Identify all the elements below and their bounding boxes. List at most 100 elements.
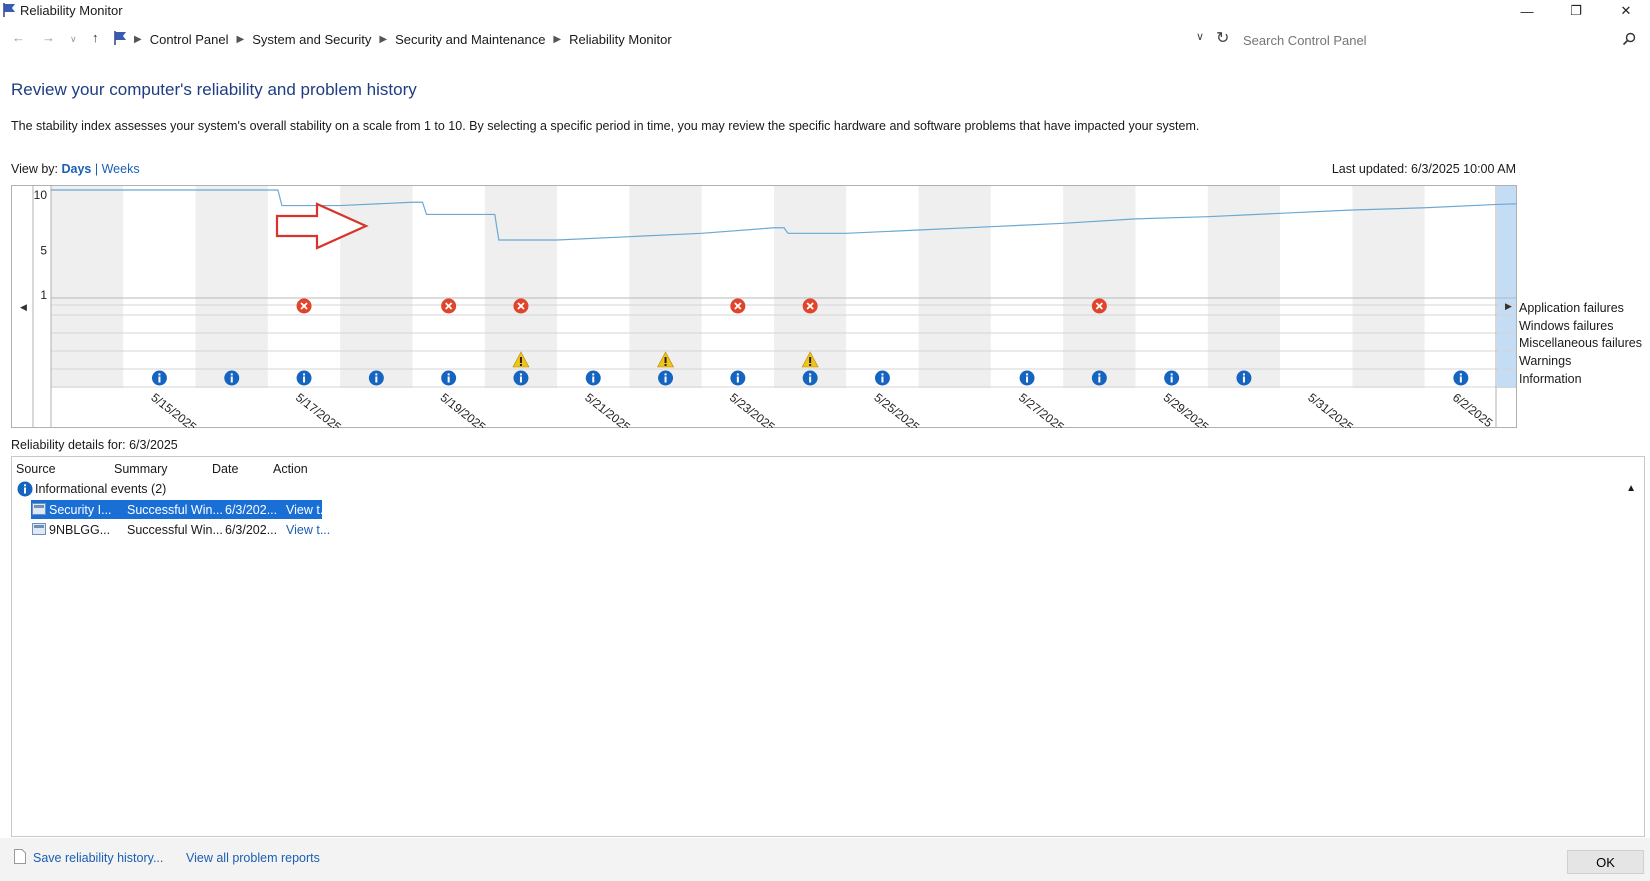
application-failure-icon	[802, 298, 818, 314]
application-failure-icon	[441, 298, 457, 314]
row-date: 6/3/202...	[225, 503, 278, 517]
view-all-problem-reports-link[interactable]: View all problem reports	[186, 851, 320, 865]
row-action-link[interactable]: View t...	[286, 523, 331, 537]
stability-index-line	[51, 189, 1517, 241]
day-column[interactable]	[412, 185, 485, 388]
breadcrumb-separator-icon: ▶	[553, 34, 562, 45]
restore-button[interactable]: ❐	[1553, 0, 1599, 22]
back-button[interactable]: ←	[12, 30, 25, 45]
forward-arrow-icon: →	[42, 30, 55, 45]
day-column[interactable]	[990, 185, 1064, 388]
table-row[interactable]: Security I... Successful Win... 6/3/202.…	[31, 500, 330, 519]
y-tick-label: 1	[40, 288, 47, 302]
day-column[interactable]	[1207, 185, 1281, 388]
breadcrumb-control-panel[interactable]: Control Panel	[149, 32, 229, 47]
close-icon: ✕	[1620, 3, 1632, 18]
close-button[interactable]: ✕	[1603, 0, 1649, 22]
breadcrumb-reliability-monitor[interactable]: Reliability Monitor	[569, 32, 672, 47]
breadcrumb-system-and-security[interactable]: System and Security	[252, 32, 372, 47]
save-reliability-history-link[interactable]: Save reliability history...	[33, 851, 164, 865]
view-by-days-link[interactable]: Days	[61, 162, 92, 176]
day-column[interactable]	[123, 185, 196, 388]
chevron-down-icon: ∨	[70, 34, 77, 44]
group-informational-events[interactable]: Informational events (2)	[17, 481, 166, 497]
address-bar: ← → ∨ ↑ ▶ Control Panel ▶ System and Sec…	[0, 26, 1650, 54]
day-column[interactable]	[1424, 185, 1497, 388]
y-tick-label: 10	[34, 188, 48, 202]
day-column[interactable]	[1063, 185, 1136, 388]
application-failure-icon	[1091, 298, 1107, 314]
reliability-chart-svg[interactable]: 10 5 1 5/15/2025 5/17/2025 5/19/2025 5/21/202…	[11, 185, 1517, 428]
breadcrumb-separator-icon: ▶	[134, 34, 142, 45]
legend-application-failures: Application failures	[1519, 301, 1624, 315]
reliability-details-table: Source Summary Date Action Informational…	[11, 456, 1645, 837]
x-tick-label: 5/15/2025	[148, 390, 199, 428]
chart-scroll-left-icon[interactable]: ◀	[20, 302, 27, 312]
forward-button[interactable]: →	[42, 30, 55, 45]
information-icon	[151, 370, 167, 386]
day-column[interactable]	[51, 185, 124, 388]
day-column[interactable]	[195, 185, 268, 388]
information-icon	[585, 370, 601, 386]
recent-locations-button[interactable]: ∨	[70, 34, 77, 45]
table-row[interactable]: 9NBLGG... Successful Win... 6/3/202... V…	[31, 520, 330, 539]
refresh-button[interactable]: ↻	[1216, 28, 1229, 48]
information-icon	[368, 370, 384, 386]
x-tick-label: 5/17/2025	[293, 390, 344, 428]
minimize-button[interactable]: —	[1504, 0, 1550, 22]
day-column[interactable]	[918, 185, 991, 388]
save-document-icon	[14, 849, 26, 869]
day-column[interactable]	[1280, 185, 1353, 388]
last-updated: Last updated: 6/3/2025 10:00 AM	[1331, 162, 1516, 176]
chart-scroll-right-icon[interactable]: ▶	[1505, 301, 1512, 311]
day-column[interactable]	[1497, 185, 1517, 388]
information-icon	[441, 370, 457, 386]
information-icon	[1019, 370, 1035, 386]
ok-button[interactable]: OK	[1567, 850, 1644, 874]
warning-icon	[801, 351, 819, 368]
page-description: The stability index assesses your system…	[11, 119, 1200, 133]
chevron-down-icon: ∨	[1196, 31, 1205, 43]
address-dropdown-button[interactable]: ∨	[1196, 30, 1204, 43]
row-summary: Successful Win...	[127, 503, 223, 517]
column-header-source[interactable]: Source	[16, 462, 56, 476]
search-icon[interactable]	[1622, 32, 1636, 51]
day-column[interactable]	[1352, 185, 1425, 388]
x-tick-label: 5/27/2025	[1016, 390, 1067, 428]
refresh-icon: ↻	[1216, 30, 1230, 47]
breadcrumb-separator-icon: ▶	[379, 34, 388, 45]
day-column[interactable]	[701, 185, 774, 388]
application-failure-icon	[513, 298, 529, 314]
warning-icon	[657, 351, 675, 368]
x-tick-label: 5/29/2025	[1161, 390, 1212, 428]
x-tick-label: 5/21/2025	[582, 390, 633, 428]
x-tick-label: 5/23/2025	[727, 390, 778, 428]
restore-icon: ❐	[1570, 3, 1582, 18]
breadcrumb-security-and-maintenance[interactable]: Security and Maintenance	[395, 32, 546, 47]
column-header-action[interactable]: Action	[273, 462, 308, 476]
column-header-date[interactable]: Date	[212, 462, 239, 476]
column-header-summary[interactable]: Summary	[114, 462, 168, 476]
row-source: Security I...	[49, 503, 112, 517]
x-tick-label: 5/25/2025	[871, 390, 922, 428]
title-bar: Reliability Monitor — ❐ ✕	[0, 0, 1650, 22]
reliability-chart[interactable]: 10 5 1 5/15/2025 5/17/2025 5/19/2025 5/21/202…	[11, 185, 1517, 428]
day-column[interactable]	[340, 185, 413, 388]
day-column[interactable]	[846, 185, 919, 388]
legend-miscellaneous-failures: Miscellaneous failures	[1519, 336, 1642, 351]
up-button[interactable]: ↑	[92, 30, 99, 45]
page-title: Review your computer's reliability and p…	[11, 80, 417, 99]
information-icon	[224, 370, 240, 386]
day-column[interactable]	[1135, 185, 1208, 388]
view-by-weeks-link[interactable]: Weeks	[101, 162, 140, 176]
search-input[interactable]	[1233, 30, 1603, 50]
day-column[interactable]	[557, 185, 630, 388]
up-arrow-icon: ↑	[92, 30, 99, 45]
information-icon	[1236, 370, 1252, 386]
chart-legend: Application failures Windows failures Mi…	[1519, 300, 1642, 389]
information-icon	[874, 370, 890, 386]
x-tick-label: 5/19/2025	[438, 390, 489, 428]
warning-icon	[512, 351, 530, 368]
collapse-group-button[interactable]: ▲	[1626, 483, 1636, 494]
row-action-link[interactable]: View t...	[286, 503, 331, 517]
